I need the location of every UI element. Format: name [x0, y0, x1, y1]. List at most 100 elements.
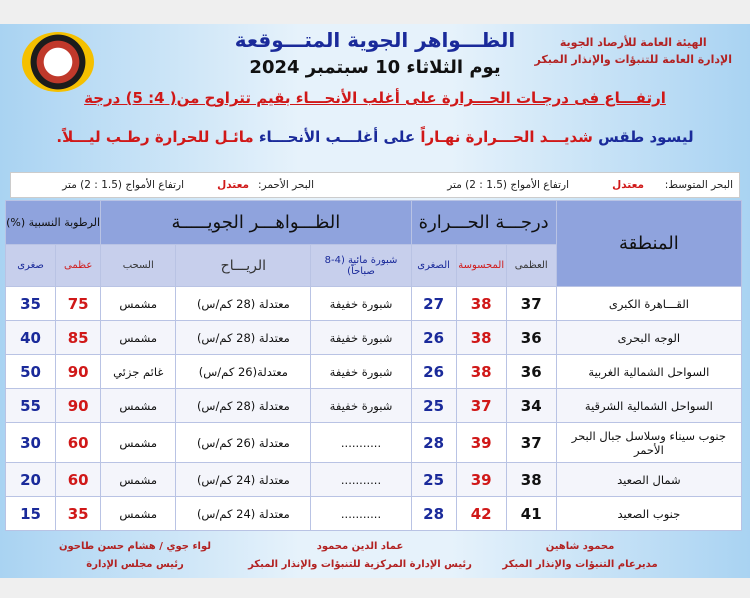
- clouds-cell: مشمس: [100, 462, 177, 497]
- table-row: السواحل الشمالية الغربية 36 38 26 شبورة خفيف…: [4, 354, 743, 389]
- forecast-table: المنطقة درجـــة الحـــرارة الظـــواهـــر…: [4, 200, 743, 531]
- humidity-header: الرطوبة النسبية (%): [4, 200, 102, 245]
- max-temp-cell: 37: [505, 286, 557, 321]
- region-name-cell: السواحل الشمالية الغربية: [555, 354, 743, 389]
- humidity-max-cell: 75: [55, 286, 102, 321]
- signature-role: رئيس مجلس الإدارة: [86, 559, 184, 570]
- region-header: المنطقة: [555, 200, 743, 287]
- min-temp-cell: 26: [410, 320, 457, 355]
- max-temp-cell: 36: [505, 354, 557, 389]
- humidity-max-cell: 60: [55, 422, 102, 463]
- temperature-header: درجـــة الحـــرارة: [410, 200, 557, 245]
- region-name-cell: جنوب سيناء وسلاسل جبال البحر الأحمر: [555, 422, 743, 463]
- signature-role: مديرعام التنبؤات والإنذار المبكر: [502, 559, 658, 570]
- max-temp-header: العظمى: [505, 244, 557, 287]
- med-sea-state: معتدل: [612, 179, 644, 191]
- med-sea-waves: ارتفاع الأمواج (1.5 : 2) متر: [447, 179, 569, 191]
- summary-part: مائـل للحرارة رطـب ليـــلاً.: [56, 128, 254, 146]
- humidity-min-cell: 50: [4, 354, 57, 389]
- wind-cell: معتدلة (26 كم/س): [175, 422, 312, 463]
- table-row: الوجه البحرى 36 38 26 شبورة خفيفة معتدلة (28 …: [4, 320, 743, 355]
- summary: ليسود طقس شديـــد الحـــرارة نهـاراً على…: [0, 128, 750, 146]
- felt-temp-cell: 38: [455, 286, 507, 321]
- wind-cell: معتدلة (24 كم/س): [175, 462, 312, 497]
- max-temp-cell: 38: [505, 462, 557, 497]
- signature-name: محمود شاهين: [545, 541, 615, 552]
- humidity-max-cell: 85: [55, 320, 102, 355]
- humidity-min-cell: 30: [4, 422, 57, 463]
- sea-state-bar: البحر المتوسط: معتدل ارتفاع الأمواج (1.5…: [10, 172, 740, 198]
- min-temp-cell: 27: [410, 286, 457, 321]
- forecast-bulletin: الهيئة العامة للأرصاد الجوية الإدارة الع…: [0, 24, 750, 578]
- humidity-max-cell: 60: [55, 462, 102, 497]
- red-sea-waves: ارتفاع الأمواج (1.5 : 2) متر: [62, 179, 184, 191]
- org-name: الهيئة العامة للأرصاد الجوية: [559, 36, 707, 49]
- wind-cell: معتدلة (28 كم/س): [175, 320, 312, 355]
- region-name-cell: جنوب الصعيد: [555, 496, 743, 531]
- wind-cell: معتدلة (24 كم/س): [175, 496, 312, 531]
- wind-cell: معتدلة (28 كم/س): [175, 388, 312, 423]
- summary-part: على أغلـــب الأنحـــاء: [258, 128, 416, 146]
- fog-cell: شبورة خفيفة: [310, 320, 412, 355]
- humidity-min-cell: 20: [4, 462, 57, 497]
- humidity-max-cell: 35: [55, 496, 102, 531]
- max-temp-cell: 41: [505, 496, 557, 531]
- humidity-max-header: عظمى: [55, 244, 102, 287]
- wind-cell: معتدلة (28 كم/س): [175, 286, 312, 321]
- fog-header: شبورة مائية (4-8 صباحاً): [310, 244, 412, 287]
- max-temp-cell: 34: [505, 388, 557, 423]
- page-title: الظـــواهر الجوية المتـــوقعة: [234, 28, 516, 52]
- clouds-cell: غائم جزئي: [100, 354, 177, 389]
- min-temp-cell: 25: [410, 388, 457, 423]
- table-row: جنوب سيناء وسلاسل جبال البحر الأحمر 37 39 2…: [4, 422, 743, 463]
- table-row: شمال الصعيد 38 39 25........... معتدلة (24 ك…: [4, 462, 743, 497]
- fog-cell: شبورة خفيفة: [310, 354, 412, 389]
- table-row: السواحل الشمالية الشرقية 34 37 25 شبورة خفيف…: [4, 388, 743, 423]
- fog-cell: ...........: [310, 462, 412, 497]
- med-sea-label: البحر المتوسط:: [664, 179, 733, 191]
- headline: ارتفـــاع فى درجـات الحـــرارة على أغلب …: [84, 89, 666, 107]
- humidity-min-cell: 55: [4, 388, 57, 423]
- wind-cell: معتدلة(26 كم/س): [175, 354, 312, 389]
- felt-temp-cell: 39: [455, 462, 507, 497]
- min-temp-cell: 28: [410, 496, 457, 531]
- felt-temp-cell: 37: [455, 388, 507, 423]
- region-name-cell: الوجه البحرى: [555, 320, 743, 355]
- table-row: القـــاهرة الكبرى 37 38 27 شبورة خفيفة معتدلة…: [4, 286, 743, 321]
- humidity-max-cell: 90: [55, 354, 102, 389]
- summary-part: شديـــد الحـــرارة نهـاراً: [420, 128, 593, 146]
- felt-temp-cell: 39: [455, 422, 507, 463]
- felt-temp-cell: 42: [455, 496, 507, 531]
- fog-cell: شبورة خفيفة: [310, 388, 412, 423]
- humidity-min-cell: 35: [4, 286, 57, 321]
- signature-role: رئيس الإدارة المركزية للتنبؤات والإنذار …: [248, 559, 472, 570]
- summary-part: ليسود طقس: [598, 128, 694, 146]
- forecast-date: يوم الثلاثاء 10 سبتمبر 2024: [249, 57, 501, 78]
- humidity-min-header: صغرى: [4, 244, 57, 287]
- signature-name: عماد الدين محمود: [316, 541, 404, 552]
- felt-temp-header: المحسوسة: [455, 244, 507, 287]
- felt-temp-cell: 38: [455, 320, 507, 355]
- organization: الهيئة العامة للأرصاد الجوية الإدارة الع…: [535, 34, 732, 68]
- fog-cell: ...........: [310, 496, 412, 531]
- wind-header: الريـــاح: [175, 244, 312, 287]
- signature: لواء جوي / هشام حسن طاحون رئيس مجلس الإدا…: [20, 538, 250, 574]
- region-name-cell: شمال الصعيد: [555, 462, 743, 497]
- region-name-cell: القـــاهرة الكبرى: [555, 286, 743, 321]
- phenomena-header: الظـــواهـــر الجويـــــة: [100, 200, 412, 245]
- signature: عماد الدين محمود رئيس الإدارة المركزية لل…: [230, 538, 490, 574]
- table-row: جنوب الصعيد 41 42 28........... معتدلة (24 ك…: [4, 496, 743, 531]
- red-sea-state: معتدل: [217, 179, 249, 191]
- humidity-min-cell: 40: [4, 320, 57, 355]
- region-name-cell: السواحل الشمالية الشرقية: [555, 388, 743, 423]
- ema-logo-icon: [22, 32, 94, 92]
- min-temp-cell: 28: [410, 422, 457, 463]
- max-temp-cell: 37: [505, 422, 557, 463]
- humidity-min-cell: 15: [4, 496, 57, 531]
- clouds-cell: مشمس: [100, 388, 177, 423]
- max-temp-cell: 36: [505, 320, 557, 355]
- clouds-header: السحب: [100, 244, 177, 287]
- min-temp-header: الصغرى: [410, 244, 457, 287]
- felt-temp-cell: 38: [455, 354, 507, 389]
- min-temp-cell: 26: [410, 354, 457, 389]
